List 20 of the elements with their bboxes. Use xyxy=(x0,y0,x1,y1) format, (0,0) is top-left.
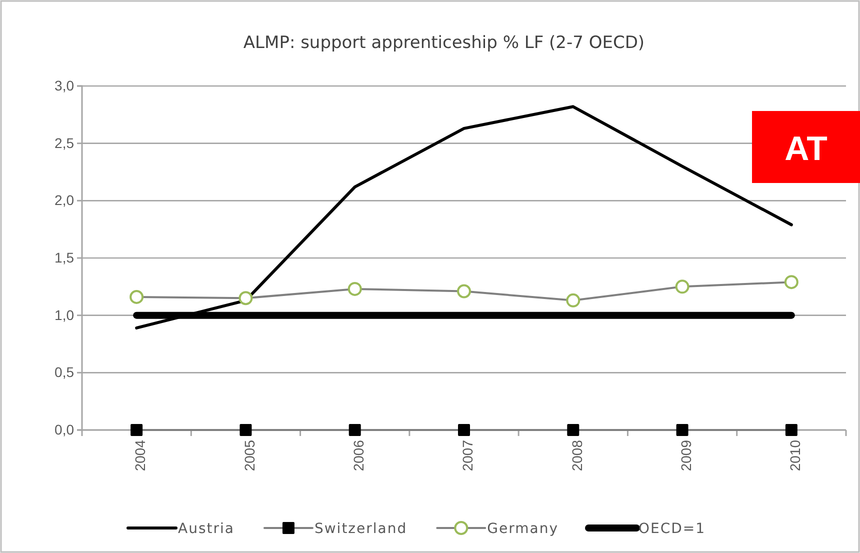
x-tick-label: 2004 xyxy=(132,440,148,472)
x-tick-label: 2008 xyxy=(568,440,585,472)
legend-label: Switzerland xyxy=(314,521,408,537)
legend-label: OECD=1 xyxy=(638,521,706,537)
y-tick-label: 2,5 xyxy=(54,134,74,151)
y-tick-label: 1,0 xyxy=(54,306,74,323)
y-tick-label: 0,0 xyxy=(54,421,74,438)
x-tick-label: 2005 xyxy=(241,440,258,472)
x-tick-label: 2006 xyxy=(350,440,366,472)
legend-label: Austria xyxy=(178,521,234,537)
x-tick-label: 2010 xyxy=(787,440,804,472)
x-tick-label: 2009 xyxy=(678,440,694,472)
x-tick-label: 2007 xyxy=(460,440,476,472)
y-tick-label: 0,5 xyxy=(54,364,74,380)
chart-title: ALMP: support apprenticeship % LF (2-7 OECD) xyxy=(243,33,645,53)
y-tick-label: 1,5 xyxy=(54,249,74,266)
y-tick-label: 2,0 xyxy=(54,192,74,208)
y-tick-label: 3,0 xyxy=(54,77,74,94)
annotation: AT xyxy=(784,130,828,168)
legend-label: Germany xyxy=(487,521,558,537)
